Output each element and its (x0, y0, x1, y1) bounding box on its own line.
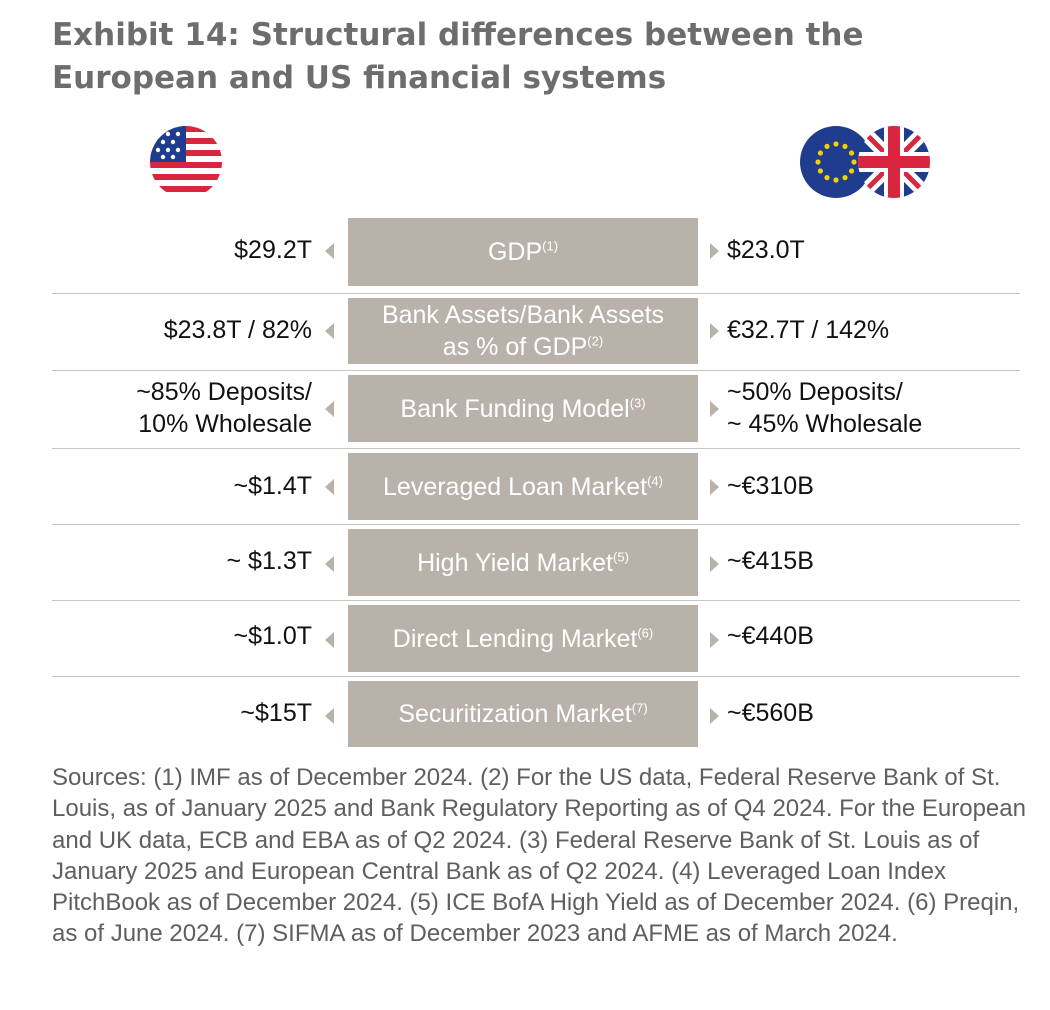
us-gdp-value: $29.2T (234, 236, 312, 264)
us-bank-funding-line2: 10% Wholesale (138, 410, 312, 438)
left-arrow-icon (325, 479, 334, 495)
eu-leveraged-loan-value: ~€310B (727, 472, 814, 500)
us-direct-lending-value: ~$1.0T (233, 622, 312, 650)
row-divider (52, 448, 1020, 449)
uk-flag-icon (858, 126, 930, 198)
bank-funding-label-box: Bank Funding Model(3) (348, 375, 698, 442)
exhibit-title: Exhibit 14: Structural differences betwe… (52, 17, 864, 96)
us-bank-assets-value: $23.8T / 82% (163, 316, 312, 344)
eu-direct-lending-value: ~€440B (727, 622, 814, 650)
right-arrow-icon (710, 556, 719, 572)
left-arrow-icon (325, 323, 334, 339)
high-yield-label: High Yield Market (417, 548, 614, 577)
right-arrow-icon (710, 401, 719, 417)
securitization-footnote: (7) (631, 700, 648, 716)
us-high-yield-value: ~ $1.3T (226, 547, 312, 575)
right-arrow-icon (710, 632, 719, 648)
eu-flag-icon (800, 126, 872, 198)
gdp-label: GDP (487, 238, 543, 266)
high-yield-label-box: High Yield Market(5) (348, 529, 698, 596)
us-securitization-value: ~$15T (240, 699, 312, 727)
high-yield-footnote: (5) (613, 549, 629, 565)
eu-high-yield-value: ~€415B (727, 547, 814, 575)
row-divider (52, 600, 1020, 601)
eu-securitization-value: ~€560B (727, 699, 814, 727)
direct-lending-label: Direct Lending Market (392, 624, 638, 653)
right-arrow-icon (710, 323, 719, 339)
row-divider (52, 524, 1020, 525)
us-bank-funding-value: ~85% Deposits/ 10% Wholesale (136, 376, 312, 440)
us-flag-icon (150, 126, 222, 198)
bank-assets-label-line2: as % of GDP (442, 333, 588, 361)
leveraged-loan-label: Leveraged Loan Market (383, 472, 648, 501)
bank-assets-footnote: (2) (587, 333, 604, 349)
eu-bank-assets-value: €32.7T / 142% (727, 316, 890, 344)
bank-funding-footnote: (3) (629, 395, 646, 411)
left-arrow-icon (325, 556, 334, 572)
securitization-label: Securitization Market (398, 700, 632, 728)
leveraged-loan-footnote: (4) (647, 473, 663, 489)
left-arrow-icon (325, 401, 334, 417)
us-leveraged-loan-value: ~$1.4T (233, 472, 312, 500)
direct-lending-label-box: Direct Lending Market(6) (348, 605, 698, 672)
right-arrow-icon (710, 479, 719, 495)
sources-footnote: Sources: (1) IMF as of December 2024. (2… (52, 764, 1026, 948)
us-bank-funding-line1: ~85% Deposits/ (136, 378, 312, 406)
eu-bank-funding-line2: ~ 45% Wholesale (727, 410, 923, 438)
row-divider (52, 293, 1020, 294)
eu-bank-funding-value: ~50% Deposits/ ~ 45% Wholesale (727, 376, 922, 440)
eu-bank-funding-line1: ~50% Deposits/ (727, 378, 903, 406)
right-arrow-icon (710, 708, 719, 724)
eu-gdp-value: $23.0T (727, 236, 805, 264)
right-arrow-icon (710, 243, 719, 259)
gdp-label-box: GDP(1) (348, 218, 698, 286)
direct-lending-footnote: (6) (637, 625, 654, 641)
row-divider (52, 676, 1020, 677)
bank-funding-label: Bank Funding Model (400, 394, 630, 423)
left-arrow-icon (325, 632, 334, 648)
left-arrow-icon (325, 708, 334, 724)
securitization-label-box: Securitization Market(7) (348, 681, 698, 747)
leveraged-loan-label-box: Leveraged Loan Market(4) (348, 453, 698, 520)
bank-assets-label-line1: Bank Assets/Bank Assets (381, 301, 665, 329)
row-divider (52, 370, 1020, 371)
left-arrow-icon (325, 243, 334, 259)
gdp-footnote: (1) (542, 238, 559, 254)
bank-assets-label-box: Bank Assets/Bank Assets as % of GDP(2) (348, 298, 698, 364)
